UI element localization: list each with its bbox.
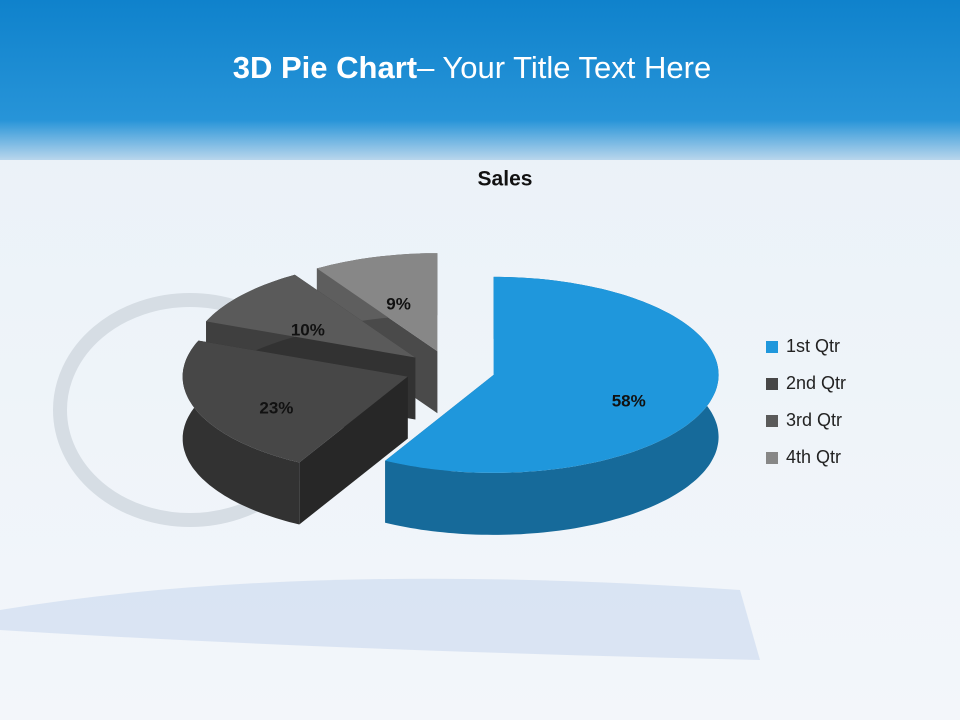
data-label: 23%	[259, 399, 293, 418]
legend-label: 4th Qtr	[786, 447, 841, 467]
data-label: 10%	[291, 320, 325, 339]
title-band	[0, 0, 960, 160]
slice-wall	[182, 340, 300, 525]
legend-swatch	[766, 415, 778, 427]
legend-label: 1st Qtr	[786, 336, 840, 356]
legend-swatch	[766, 378, 778, 390]
thermometer-decor	[0, 578, 760, 660]
legend-label: 3rd Qtr	[786, 410, 842, 430]
legend-label: 2nd Qtr	[786, 373, 846, 393]
chart-title: Sales	[478, 168, 533, 191]
title-bold: 3D Pie Chart	[233, 50, 417, 85]
legend-swatch	[766, 452, 778, 464]
slice	[206, 274, 416, 358]
title-rest: – Your Title Text Here	[417, 50, 711, 85]
legend: 1st Qtr 2nd Qtr 3rd Qtr 4th Qtr	[766, 336, 846, 467]
slice	[182, 340, 408, 463]
pie: 58% 23% 10% 9%	[182, 253, 719, 535]
slide-title: 3D Pie Chart– Your Title Text Here	[233, 50, 711, 85]
slice	[316, 253, 438, 352]
legend-swatch	[766, 341, 778, 353]
data-label: 58%	[612, 391, 646, 410]
slice	[385, 276, 719, 473]
data-label: 9%	[386, 294, 411, 313]
